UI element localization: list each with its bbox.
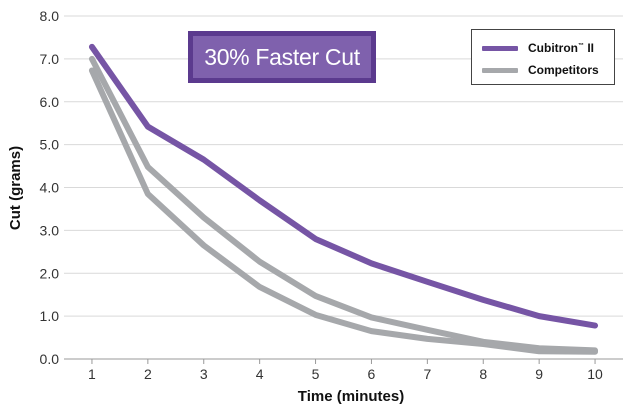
y-axis-title: Cut (grams) [7, 146, 24, 230]
y-tick-label: 4.0 [40, 180, 60, 196]
y-axis-ticks: 0.0 1.0 2.0 3.0 4.0 5.0 6.0 7.0 8.0 [40, 8, 60, 367]
y-tick-label: 1.0 [40, 308, 60, 324]
y-tick-label: 8.0 [40, 8, 60, 24]
legend-label-cubitron: Cubitron™ II [528, 41, 595, 55]
callout-text: 30% Faster Cut [204, 43, 360, 70]
x-tick-label: 1 [88, 366, 96, 382]
legend-label-competitors: Competitors [528, 63, 599, 77]
x-tick-label: 9 [535, 366, 543, 382]
legend-swatch-cubitron [482, 45, 518, 51]
series-lines [88, 43, 599, 355]
series-line-competitor-1 [88, 55, 599, 354]
x-tick-label: 7 [423, 366, 431, 382]
y-tick-label: 7.0 [40, 51, 60, 67]
legend-swatch-competitors [482, 67, 518, 73]
x-tick-label: 8 [479, 366, 487, 382]
x-tick-label: 6 [368, 366, 376, 382]
x-tick-label: 2 [144, 366, 152, 382]
gridlines [64, 15, 623, 317]
legend-item-competitors: Competitors [482, 63, 599, 77]
x-tick-label: 10 [587, 366, 603, 382]
callout-box: 30% Faster Cut [188, 31, 376, 83]
y-tick-label: 3.0 [40, 222, 60, 238]
series-line-cubitron [88, 43, 599, 329]
x-tick-label: 5 [312, 366, 320, 382]
y-tick-label: 2.0 [40, 265, 60, 281]
x-tick-label: 3 [200, 366, 208, 382]
x-axis-title: Time (minutes) [298, 388, 404, 405]
y-tick-label: 6.0 [40, 94, 60, 110]
legend-item-cubitron: Cubitron™ II [482, 41, 594, 55]
x-axis-ticks: 1 2 3 4 5 6 7 8 9 10 [88, 359, 603, 382]
y-tick-label: 0.0 [40, 351, 60, 367]
x-tick-label: 4 [256, 366, 264, 382]
chart-legend: Cubitron™ II Competitors [471, 29, 615, 85]
y-tick-label: 5.0 [40, 137, 60, 153]
